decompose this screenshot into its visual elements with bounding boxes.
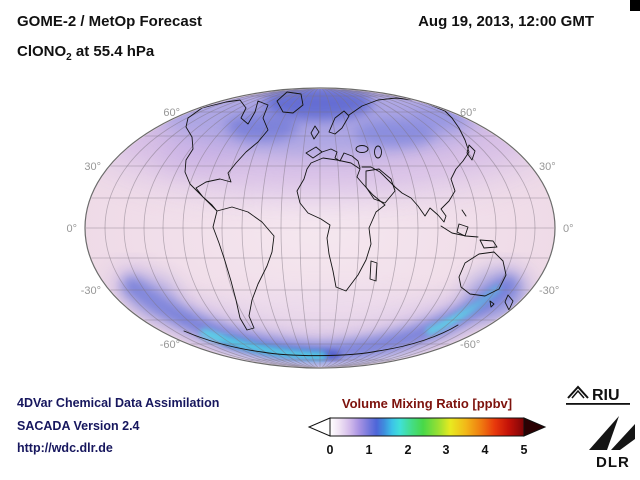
graticule [86, 89, 554, 367]
dlr-logo: DLR [589, 416, 635, 471]
plot-title: GOME-2 / MetOp Forecast [17, 13, 203, 30]
pressure-level: at 55.4 hPa [71, 43, 155, 60]
lat-label-right-60: 60° [460, 107, 477, 119]
colorbar-tick-5: 5 [521, 443, 528, 457]
lat-label-right-m30: -30° [539, 285, 559, 297]
corner-mark [630, 0, 640, 11]
riu-roof-inner-icon [571, 389, 585, 399]
coastlines [183, 91, 514, 357]
colorbar-right-arrow [523, 417, 547, 437]
species-name: ClONO [17, 43, 67, 60]
lat-label-left-m60: -60° [160, 339, 180, 351]
colorbar-tick-3: 3 [443, 443, 450, 457]
riu-logo-text: RIU [592, 387, 620, 404]
map-boundary [84, 87, 556, 369]
footer-assimilation-line: 4DVar Chemical Data Assimilation [17, 396, 220, 410]
footer-url: http://wdc.dlr.de [17, 441, 113, 455]
lat-label-right-30: 30° [539, 161, 556, 173]
lat-label-left-m30: -30° [81, 285, 101, 297]
latitude-labels: 60° 30° 0° -30° -60° 60° 30° 0° -30° -60… [66, 107, 573, 351]
dlr-wing-icon [589, 416, 619, 450]
colorbar-tick-1: 1 [366, 443, 373, 457]
species-level-line: ClONO2 at 55.4 hPa [17, 43, 154, 63]
dlr-wing2-icon [611, 424, 635, 450]
world-map: 60° 30° 0° -30° -60° 60° 30° 0° -30° -60… [66, 87, 574, 369]
lat-label-left-0: 0° [66, 223, 77, 235]
forecast-datetime: Aug 19, 2013, 12:00 GMT [418, 13, 594, 30]
colorbar-title: Volume Mixing Ratio [ppbv] [341, 396, 513, 411]
lat-label-left-60: 60° [163, 107, 180, 119]
colorbar-left-arrow [307, 417, 331, 437]
riu-underline [566, 403, 630, 405]
colorbar-gradient-bar [329, 417, 525, 437]
species-subscript: 2 [66, 52, 72, 63]
riu-logo: RIU [566, 385, 630, 405]
colorbar-tick-2: 2 [405, 443, 412, 457]
colorbar-tick-0: 0 [327, 443, 334, 457]
footer-version-line: SACADA Version 2.4 [17, 419, 140, 433]
riu-roof-icon [567, 385, 589, 399]
colorbar-tick-4: 4 [482, 443, 489, 457]
lat-label-right-0: 0° [563, 223, 574, 235]
lat-label-right-m60: -60° [460, 339, 480, 351]
colorbar: 0 1 2 3 4 5 [307, 417, 547, 457]
lat-label-left-30: 30° [84, 161, 101, 173]
dlr-logo-text: DLR [596, 454, 630, 471]
